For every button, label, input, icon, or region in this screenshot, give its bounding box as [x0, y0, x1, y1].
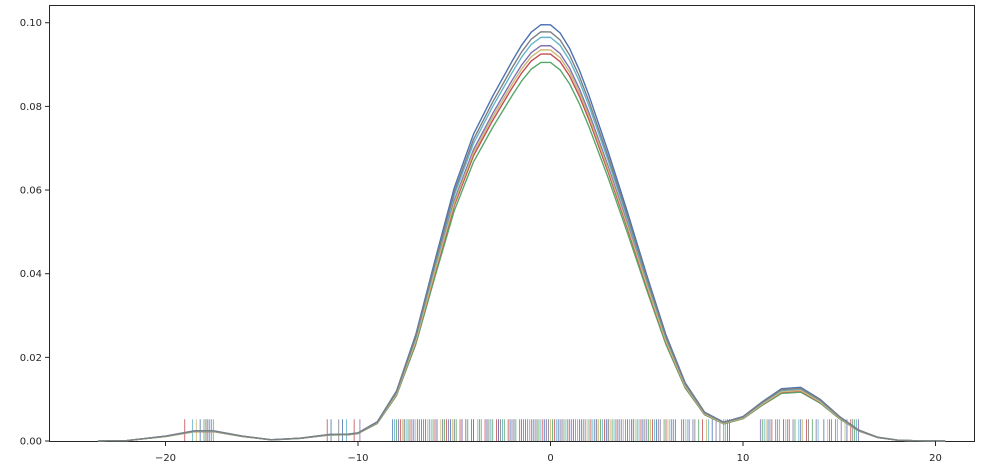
x-tick-label: −20 [155, 453, 176, 464]
kde-curve [98, 31, 946, 442]
kde-curve [98, 49, 946, 442]
y-tick-label: 0.06 [20, 186, 42, 197]
plot-area-frame [49, 5, 975, 442]
x-tick-label: −10 [347, 453, 368, 464]
x-tick-label: 20 [929, 453, 942, 464]
x-tick-label: 10 [737, 453, 750, 464]
kde-curve [98, 53, 946, 442]
kde-curve [98, 61, 946, 442]
rug-plot-layer [184, 419, 859, 441]
kde-curves-layer [98, 24, 946, 442]
y-tick-label: 0.10 [20, 18, 42, 29]
y-tick-label: 0.00 [20, 437, 42, 448]
y-tick-label: 0.04 [20, 269, 42, 280]
x-axis: −20 −10 0 10 20 [155, 441, 942, 464]
kde-curve [98, 44, 946, 442]
kde-curve [98, 24, 946, 442]
y-tick-label: 0.02 [20, 353, 42, 364]
kde-curve [98, 36, 946, 442]
y-tick-label: 0.08 [20, 102, 42, 113]
y-axis: 0.00 0.02 0.04 0.06 0.08 0.10 [20, 18, 50, 448]
x-tick-label: 0 [547, 453, 553, 464]
